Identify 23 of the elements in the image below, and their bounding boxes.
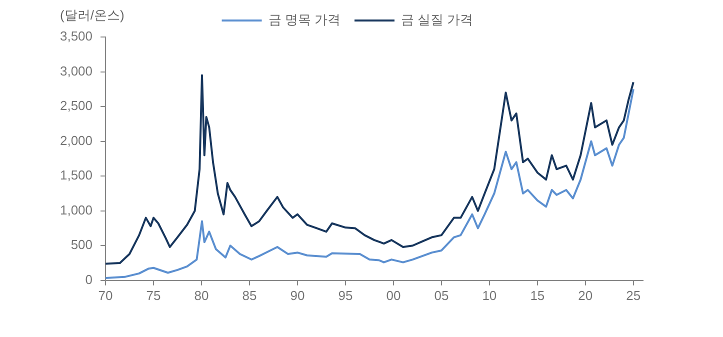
legend-label: 금 실질 가격: [401, 12, 474, 28]
x-tick-label: 10: [482, 288, 497, 303]
y-tick-label: 3,500: [60, 28, 93, 44]
x-tick-label: 15: [530, 288, 545, 303]
x-tick-label: 80: [194, 288, 209, 303]
x-tick-label: 85: [242, 288, 257, 303]
y-tick-label: 1,500: [60, 168, 93, 183]
y-tick-label: 1,000: [60, 202, 93, 218]
y-tick-label: 0: [85, 272, 93, 287]
y-tick-label: 2,000: [60, 132, 93, 148]
y-axis-title: (달러/온스): [60, 8, 124, 23]
x-tick-label: 90: [290, 288, 305, 303]
y-tick-label: 3,000: [60, 63, 93, 78]
x-tick-label: 25: [626, 288, 641, 303]
x-tick-label: 70: [98, 288, 113, 303]
x-tick-label: 05: [434, 288, 449, 303]
x-tick-label: 20: [578, 288, 593, 303]
x-tick-label: 00: [386, 288, 401, 303]
y-tick-label: 2,500: [60, 98, 93, 114]
legend-label: 금 명목 가격: [268, 12, 341, 28]
y-tick-label: 500: [70, 237, 93, 252]
x-tick-label: 95: [338, 288, 353, 303]
x-tick-label: 75: [146, 288, 161, 303]
